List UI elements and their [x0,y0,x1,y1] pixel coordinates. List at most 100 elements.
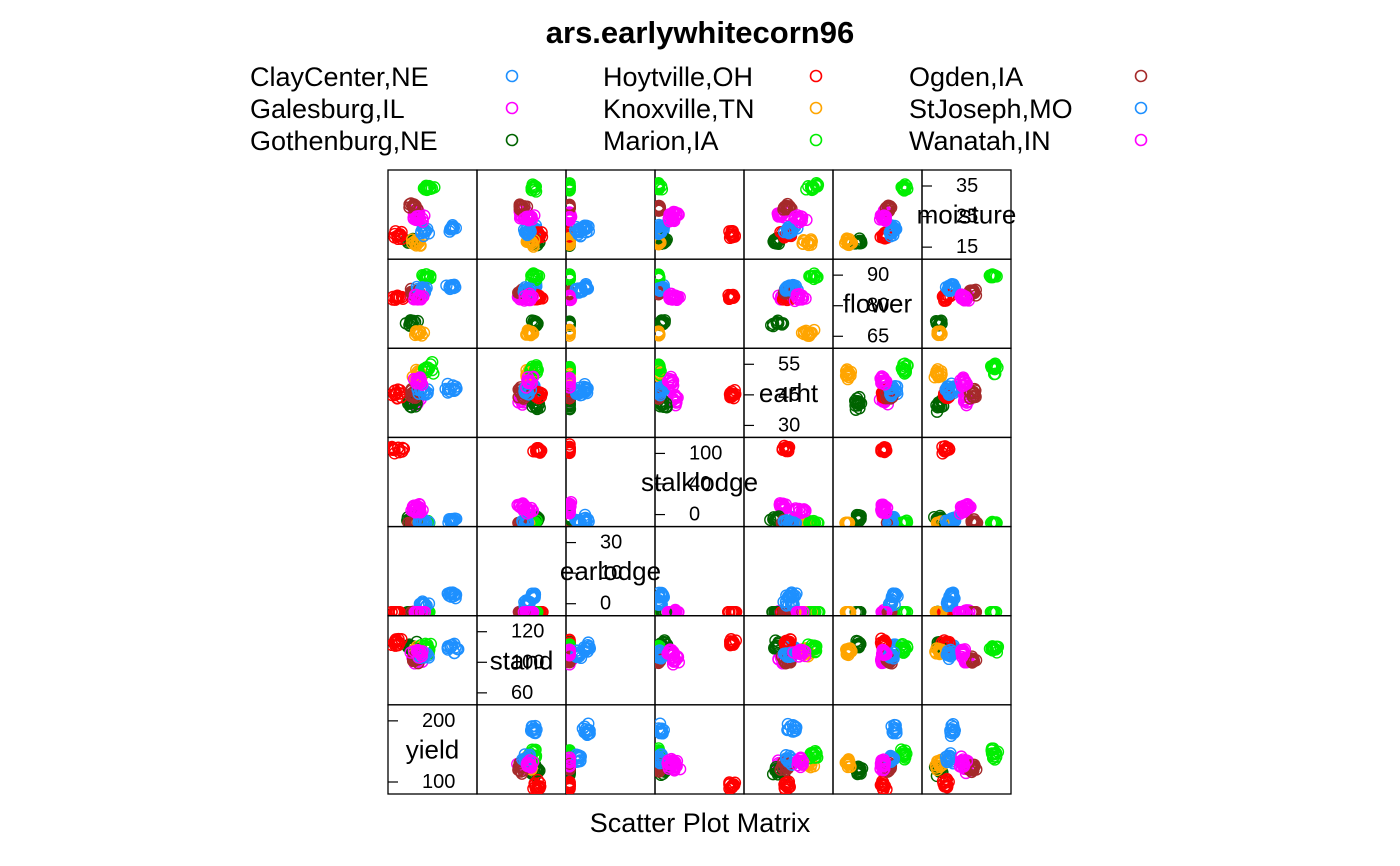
data-point [655,180,665,193]
data-point [885,596,899,610]
data-point [408,293,421,306]
data-point [931,401,944,414]
data-point [795,214,808,227]
data-point [408,235,421,248]
data-point [841,516,854,527]
data-point [655,204,665,217]
panel-points [768,633,823,670]
data-point [566,371,576,385]
panel [743,258,834,349]
panel-points [928,440,1003,527]
legend-marker [1134,101,1148,115]
tick-label: 55 [778,353,800,375]
data-point [942,284,955,297]
variable-label: earlodge [560,556,661,586]
panel-points [511,719,547,794]
legend-label: Ogden,IA [909,62,1023,92]
panel-points [655,358,742,414]
panel-points [388,586,463,616]
data-point [969,384,982,397]
data-point [885,385,898,399]
data-point [409,213,422,226]
panel [387,615,478,706]
data-point [525,181,539,194]
panel-points [765,267,824,342]
data-point [391,290,405,303]
tick-label: 120 [511,621,544,643]
data-point [655,389,667,402]
data-point [805,326,818,339]
data-point [851,399,864,412]
data-point [414,645,427,659]
data-point [722,605,735,616]
legend-marker [1134,133,1148,147]
data-point [420,183,434,197]
tick-label: 90 [867,264,889,286]
data-point [566,775,576,789]
data-point [665,292,678,306]
data-point [523,211,537,224]
data-point [447,590,460,603]
data-point [959,377,973,390]
data-point [574,285,587,298]
panel-points [838,178,914,252]
panel [565,169,656,260]
data-point [727,388,741,402]
data-point [988,516,1001,527]
data-point [528,726,541,739]
data-point [956,647,969,660]
data-point [566,442,576,455]
data-point [986,515,999,527]
data-point [570,220,583,234]
data-point [797,605,810,616]
panel-points [511,441,548,527]
data-point [531,779,545,793]
data-point [408,605,421,616]
data-point [955,650,969,664]
legend-marker [505,101,519,115]
data-point [513,200,527,213]
tick-label: 0 [600,593,611,615]
data-point [778,647,792,661]
legend-label: Marion,IA [603,126,719,156]
legend-marker [1134,69,1148,83]
panel-points [839,441,914,527]
data-point [424,270,437,283]
data-point [417,290,430,303]
data-point [521,228,534,242]
data-point [874,372,887,385]
data-point [410,326,423,340]
data-point [517,605,531,616]
data-point [445,221,458,234]
data-point [404,197,418,210]
panel [832,169,923,260]
data-point [566,206,576,220]
data-point [726,288,740,302]
data-point [808,516,822,527]
data-point [783,200,796,213]
data-point [791,605,804,616]
data-point [800,326,814,340]
data-point [796,237,809,250]
panel [654,615,745,706]
data-point [880,375,893,388]
data-point [566,270,576,283]
variable-label: flower [843,289,913,319]
data-point [522,374,535,388]
data-point [724,291,737,304]
panel-points [566,717,596,794]
legend-marker [809,133,823,147]
data-point [887,229,900,242]
panel [387,169,478,260]
variable-label: stalklodge [641,467,758,497]
panel-points [566,438,595,527]
panel-points [928,357,1004,418]
tick-label: 65 [867,325,889,347]
data-point [566,782,576,794]
data-point [655,226,667,239]
data-point [810,271,823,284]
data-point [655,227,665,241]
data-point [899,366,912,379]
panel-points [839,587,914,616]
